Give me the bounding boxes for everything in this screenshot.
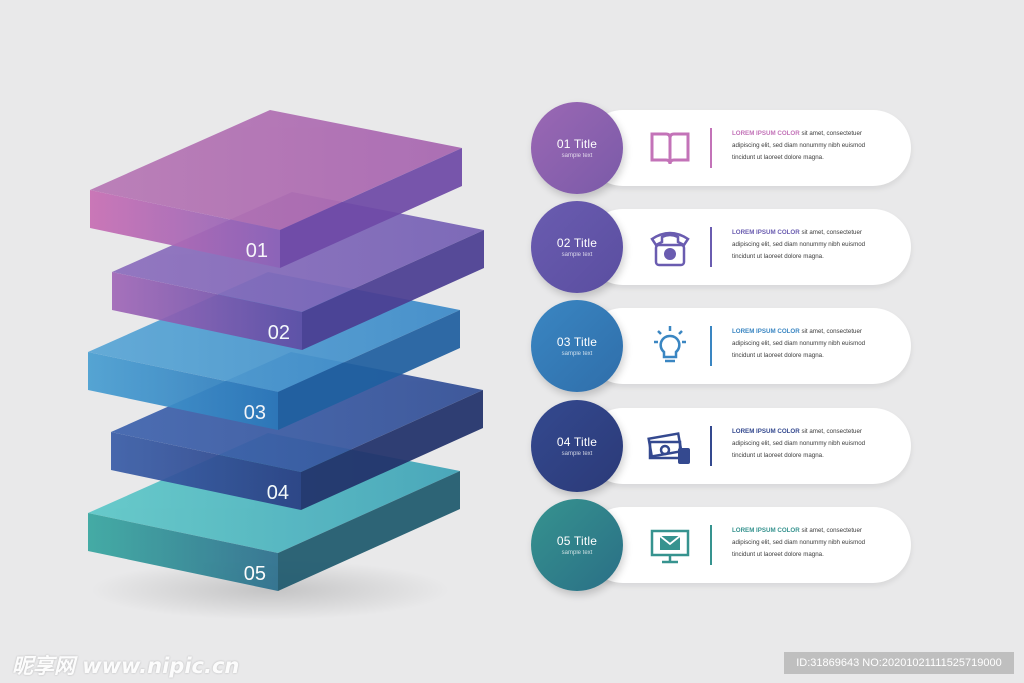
row-divider (710, 326, 712, 366)
layer-side-face (302, 230, 484, 350)
row-divider (710, 128, 712, 168)
stack-shadow (90, 560, 450, 620)
layer-front-face (111, 432, 301, 510)
layer-side-face (278, 310, 460, 430)
book-icon (646, 124, 694, 172)
description-line: tincidunt ut laoreet dolore magna. (732, 452, 824, 459)
description-line: sit amet, consectetuer (801, 328, 862, 335)
description-line: adipiscing elit, sed diam nonummy nibh e… (732, 539, 866, 546)
email-monitor-icon (646, 521, 694, 569)
layer-front-face (90, 190, 280, 268)
row-subtitle: sample text (561, 252, 593, 258)
watermark-left: 昵享网 www.nipic.cn (12, 654, 240, 678)
row-description: LOREM IPSUM COLOR sit amet, consectetuer… (732, 525, 898, 561)
info-card (585, 308, 911, 384)
description-line: tincidunt ut laoreet dolore magna. (732, 154, 824, 161)
description-line: sit amet, consectetuer (801, 527, 862, 534)
title-circle: 05 Title sample text (531, 499, 623, 591)
layer-side-face (301, 390, 483, 510)
layer-label: 01 (246, 240, 268, 262)
info-card (585, 507, 911, 583)
title-circle: 02 Title sample text (531, 201, 623, 293)
row-divider (710, 426, 712, 466)
row-title: 02 Title (556, 236, 598, 250)
row-description: LOREM IPSUM COLOR sit amet, consectetuer… (732, 426, 898, 462)
row-title: 03 Title (556, 335, 598, 349)
row-title: 04 Title (556, 435, 598, 449)
row-subtitle: sample text (561, 451, 593, 457)
layer-front-face (88, 352, 278, 430)
description-line: tincidunt ut laoreet dolore magna. (732, 551, 824, 558)
row-divider (710, 227, 712, 267)
description-lead: LOREM IPSUM COLOR (732, 328, 800, 335)
description-line: sit amet, consectetuer (801, 428, 862, 435)
info-card (585, 110, 911, 186)
row-subtitle: sample text (561, 153, 593, 159)
description-line: adipiscing elit, sed diam nonummy nibh e… (732, 440, 866, 447)
row-title: 05 Title (556, 534, 598, 548)
title-circle: 03 Title sample text (531, 300, 623, 392)
row-description: LOREM IPSUM COLOR sit amet, consectetuer… (732, 227, 898, 263)
layer-front-face (112, 272, 302, 350)
telephone-icon (646, 223, 694, 271)
row-divider (710, 525, 712, 565)
money-icon (646, 422, 694, 470)
description-line: adipiscing elit, sed diam nonummy nibh e… (732, 340, 866, 347)
description-line: sit amet, consectetuer (801, 130, 862, 137)
description-line: adipiscing elit, sed diam nonummy nibh e… (732, 241, 866, 248)
row-subtitle: sample text (561, 351, 593, 357)
info-card (585, 408, 911, 484)
row-subtitle: sample text (561, 550, 593, 556)
layer-stack-diagram: 05 04 03 02 01 (88, 110, 484, 620)
layer-label: 05 (244, 563, 266, 585)
lightbulb-icon (646, 322, 694, 370)
description-line: tincidunt ut laoreet dolore magna. (732, 352, 824, 359)
watermark-right: ID:31869643 NO:20201021111525719000 (784, 652, 1014, 674)
info-card (585, 209, 911, 285)
row-title: 01 Title (556, 137, 598, 151)
description-line: adipiscing elit, sed diam nonummy nibh e… (732, 142, 866, 149)
description-lead: LOREM IPSUM COLOR (732, 527, 800, 534)
layer-front-face (88, 513, 278, 591)
title-circle: 04 Title sample text (531, 400, 623, 492)
layer-label: 02 (268, 322, 290, 344)
description-lead: LOREM IPSUM COLOR (732, 229, 800, 236)
row-description: LOREM IPSUM COLOR sit amet, consectetuer… (732, 326, 898, 362)
description-line: tincidunt ut laoreet dolore magna. (732, 253, 824, 260)
row-description: LOREM IPSUM COLOR sit amet, consectetuer… (732, 128, 898, 164)
description-line: sit amet, consectetuer (801, 229, 862, 236)
title-circle: 01 Title sample text (531, 102, 623, 194)
layer-top-face (90, 110, 462, 230)
layer-side-face (278, 471, 460, 591)
layer-01: 01 (90, 110, 462, 268)
layer-label: 03 (244, 402, 266, 424)
layer-side-face (280, 148, 462, 268)
description-lead: LOREM IPSUM COLOR (732, 428, 800, 435)
description-lead: LOREM IPSUM COLOR (732, 130, 800, 137)
layer-label: 04 (267, 482, 289, 504)
